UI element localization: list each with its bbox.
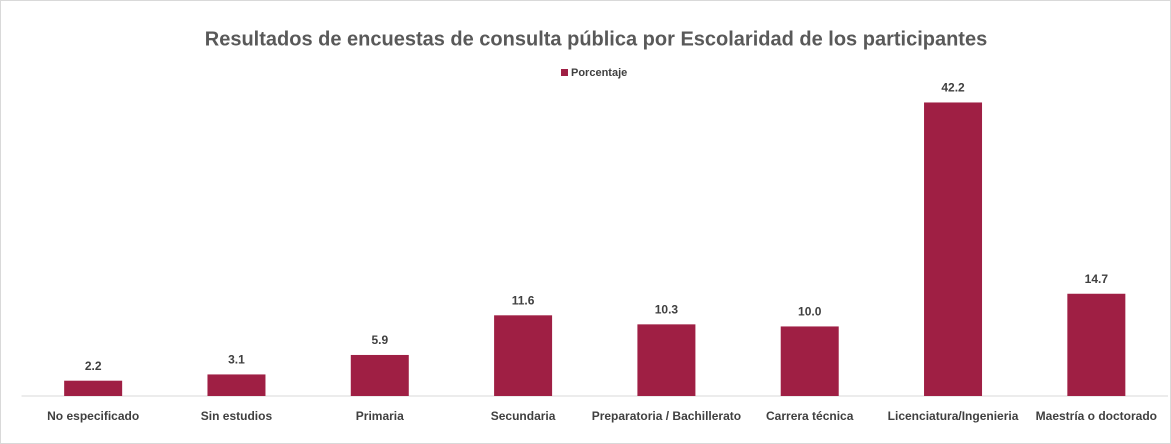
bar xyxy=(924,102,983,396)
x-tick-label: Preparatoria / Bachillerato xyxy=(591,409,742,423)
x-tick-label: Secundaria xyxy=(490,409,556,423)
data-label: 11.6 xyxy=(512,293,535,307)
chart-title: Resultados de encuestas de consulta públ… xyxy=(205,28,987,50)
x-tick-label: Primaria xyxy=(355,409,404,423)
data-label: 10.0 xyxy=(798,305,822,319)
bar xyxy=(494,315,553,396)
x-tick-label: Sin estudios xyxy=(200,409,273,423)
x-tick-label: Licenciatura/Ingenieria xyxy=(887,409,1019,423)
data-label: 42.2 xyxy=(941,81,965,95)
legend-label: Porcentaje xyxy=(571,67,627,79)
data-label: 5.9 xyxy=(371,333,388,347)
legend-swatch xyxy=(561,69,568,76)
bar xyxy=(64,380,123,396)
data-label: 3.1 xyxy=(228,353,245,367)
bar xyxy=(780,326,839,396)
x-tick-label: Carrera técnica xyxy=(766,409,854,423)
bar xyxy=(207,374,266,396)
x-tick-label: Maestría o doctorado xyxy=(1035,409,1158,423)
bar xyxy=(1067,293,1126,396)
bar xyxy=(350,354,409,396)
bar xyxy=(637,324,696,396)
x-tick-label: No especificado xyxy=(47,409,140,423)
data-label: 10.3 xyxy=(655,303,679,317)
data-label: 2.2 xyxy=(85,359,102,373)
data-label: 14.7 xyxy=(1085,272,1109,286)
